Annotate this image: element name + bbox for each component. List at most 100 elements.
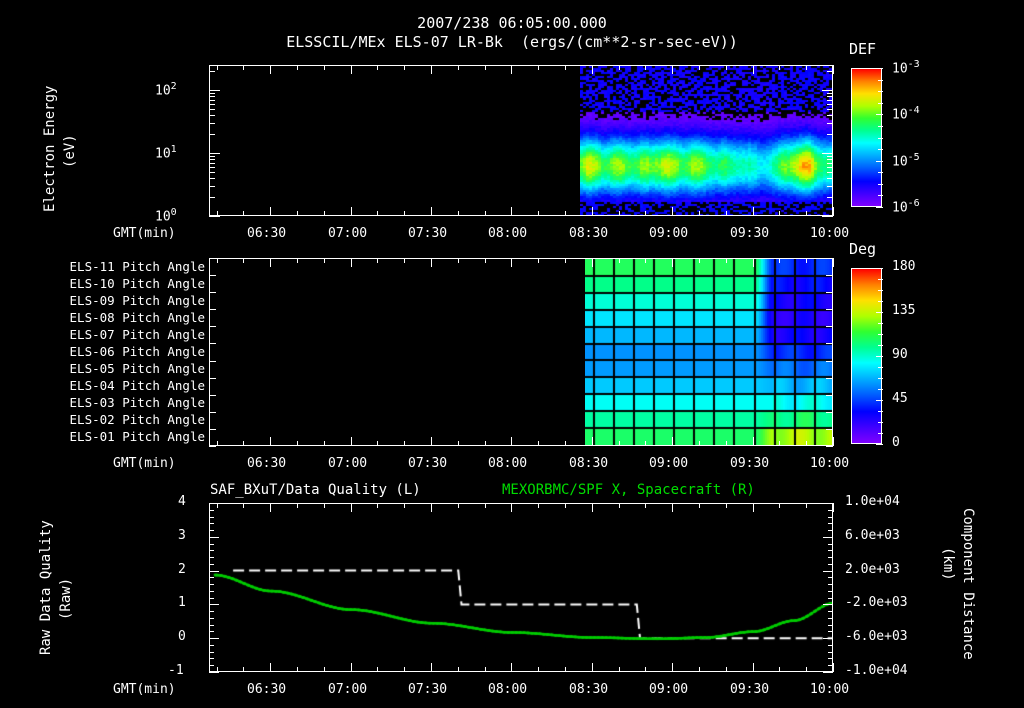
axis-tick <box>645 441 646 446</box>
axis-tick <box>538 503 539 508</box>
axis-tick <box>827 93 833 94</box>
bottom-xtick-label: 06:30 <box>247 682 287 697</box>
axis-tick <box>377 667 378 672</box>
axis-tick <box>217 667 218 672</box>
colorbar-minor-tick <box>878 279 883 280</box>
pitch-angle-image <box>585 259 832 445</box>
axis-tick <box>823 604 833 605</box>
energy-ytick-exponent: 1 <box>170 144 177 155</box>
axis-tick <box>297 258 298 263</box>
axis-tick <box>726 211 727 216</box>
colorbar-minor-tick <box>878 367 883 368</box>
axis-tick <box>209 167 215 168</box>
axis-tick <box>645 503 646 508</box>
axis-tick <box>828 550 833 551</box>
bottom-right-axis-label-line2: (km) <box>940 547 956 581</box>
energy-axis-label-line1: Electron Energy <box>42 85 58 212</box>
axis-tick <box>243 65 244 70</box>
axis-tick <box>592 258 593 267</box>
axis-tick <box>297 503 298 508</box>
axis-tick <box>828 544 833 545</box>
pitch-row-label: ELS-01 Pitch Angle <box>69 429 205 444</box>
axis-tick <box>209 510 214 511</box>
axis-tick <box>826 412 833 413</box>
axis-tick <box>217 441 218 446</box>
axis-tick <box>827 104 833 105</box>
colorbar-minor-tick <box>878 345 883 346</box>
axis-tick <box>753 207 754 216</box>
bottom-xtick-label: 07:30 <box>408 682 448 697</box>
axis-tick <box>209 544 214 545</box>
axis-tick <box>828 652 833 653</box>
axis-tick <box>645 65 646 70</box>
axis-tick <box>209 71 215 72</box>
spectrogram-image <box>580 66 832 215</box>
colorbar-minor-tick <box>878 411 883 412</box>
axis-tick <box>351 437 352 446</box>
colorbar-deg-tick-label: 180 <box>892 259 916 274</box>
axis-tick <box>377 65 378 70</box>
axis-tick <box>828 517 833 518</box>
axis-tick <box>699 211 700 216</box>
colorbar-minor-tick <box>878 323 883 324</box>
pitch-xtick-label: 09:30 <box>730 456 770 471</box>
axis-tick <box>592 207 593 216</box>
axis-tick <box>209 134 215 135</box>
axis-tick <box>485 65 486 70</box>
pitch-row-label: ELS-05 Pitch Angle <box>69 361 205 376</box>
pitch-xtick-label: 07:30 <box>408 456 448 471</box>
axis-tick <box>243 667 244 672</box>
axis-tick <box>324 667 325 672</box>
colorbar-minor-tick <box>878 290 883 291</box>
axis-tick <box>209 631 214 632</box>
axis-tick <box>828 665 833 666</box>
axis-tick <box>827 100 833 101</box>
axis-tick <box>324 503 325 508</box>
axis-tick <box>485 503 486 508</box>
axis-tick <box>511 65 512 74</box>
axis-tick <box>209 326 216 327</box>
colorbar-def[interactable] <box>851 68 882 207</box>
axis-tick <box>209 109 215 110</box>
axis-tick <box>377 441 378 446</box>
axis-tick <box>297 211 298 216</box>
axis-tick <box>270 437 271 446</box>
energy-xaxis-label: GMT(min) <box>113 226 176 241</box>
axis-tick <box>827 167 833 168</box>
energy-xtick-label: 07:30 <box>408 226 448 241</box>
axis-tick <box>431 437 432 446</box>
bottom-xtick-label: 09:00 <box>649 682 689 697</box>
axis-tick <box>826 326 833 327</box>
energy-spectrogram-panel[interactable] <box>209 65 833 216</box>
axis-tick <box>458 503 459 508</box>
axis-tick <box>753 437 754 446</box>
colorbar-def-tick-label: 10-5 <box>892 152 920 170</box>
axis-tick <box>827 134 833 135</box>
axis-tick <box>404 441 405 446</box>
pitch-angle-panel[interactable] <box>209 258 833 446</box>
axis-tick <box>209 104 215 105</box>
axis-tick <box>209 258 216 259</box>
axis-tick <box>828 557 833 558</box>
axis-tick <box>404 211 405 216</box>
axis-tick <box>826 292 833 293</box>
bottom-ytick-label-left: 4 <box>178 494 186 509</box>
colorbar-deg-tick-label: 0 <box>892 435 900 450</box>
axis-tick <box>672 65 673 74</box>
data-quality-panel[interactable] <box>209 503 833 672</box>
axis-tick <box>431 65 432 74</box>
axis-tick <box>209 625 214 626</box>
axis-tick <box>565 503 566 508</box>
colorbar-deg-tick-label: 45 <box>892 391 908 406</box>
colorbar-deg-tick-label: 90 <box>892 347 908 362</box>
energy-axis-label-line2: (eV) <box>62 134 78 168</box>
bottom-ytick-label-left: 0 <box>178 629 186 644</box>
axis-tick <box>377 258 378 263</box>
axis-tick <box>297 441 298 446</box>
axis-tick <box>209 557 214 558</box>
colorbar-minor-tick <box>878 184 883 185</box>
energy-xtick-label: 09:00 <box>649 226 689 241</box>
axis-tick <box>209 446 216 447</box>
axis-tick <box>828 658 833 659</box>
axis-tick <box>209 115 215 116</box>
